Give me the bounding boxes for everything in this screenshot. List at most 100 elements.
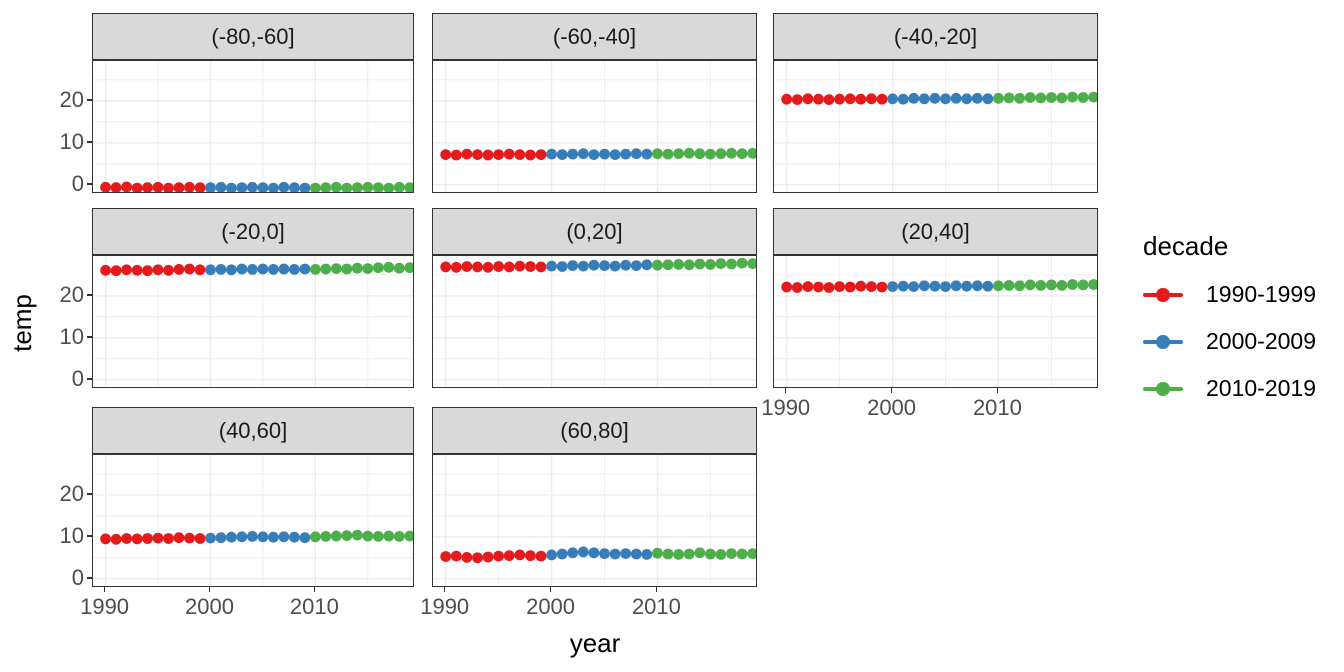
data-point — [514, 260, 526, 272]
data-point — [184, 263, 195, 275]
facet-strip: (60,80] — [432, 407, 757, 454]
data-point — [556, 149, 568, 160]
data-point — [247, 181, 258, 192]
x-tick-label: 1990 — [761, 395, 811, 420]
x-tick-mark — [890, 388, 893, 393]
data-point — [383, 530, 395, 542]
data-point — [876, 281, 888, 293]
facet-strip-label: (40,60] — [218, 417, 288, 443]
facet-strip: (-20,0] — [92, 208, 414, 255]
data-point — [215, 264, 227, 275]
data-point — [482, 149, 494, 161]
data-point — [855, 93, 867, 105]
data-point — [781, 93, 793, 105]
data-point — [362, 263, 374, 274]
data-point — [215, 181, 227, 192]
data-point — [268, 531, 279, 543]
data-point — [330, 181, 342, 192]
y-tick-mark — [87, 378, 92, 380]
y-tick-label: 0 — [71, 365, 84, 391]
data-point — [918, 280, 930, 292]
data-point — [163, 264, 174, 276]
data-point — [1024, 279, 1036, 291]
data-point — [100, 181, 111, 192]
facet-panel — [92, 454, 414, 587]
data-point — [726, 147, 737, 159]
data-point — [556, 261, 568, 272]
facet-panel — [773, 60, 1098, 193]
facet-strip: (-80,-60] — [92, 13, 414, 60]
data-point — [310, 264, 321, 275]
data-point — [205, 264, 216, 276]
data-point — [173, 182, 185, 192]
data-point — [330, 263, 342, 274]
data-point — [1046, 92, 1057, 103]
data-point — [1088, 279, 1097, 290]
data-point — [1077, 279, 1089, 291]
data-point — [1067, 279, 1078, 290]
legend-key-line-dot-icon — [1143, 282, 1183, 308]
data-point — [278, 531, 290, 543]
data-point — [823, 94, 835, 105]
data-point — [173, 264, 185, 275]
data-point — [567, 547, 579, 559]
y-tick-mark — [87, 99, 92, 101]
data-point — [393, 531, 405, 542]
data-point — [257, 263, 269, 275]
x-tick-mark — [996, 388, 999, 393]
data-point — [599, 260, 610, 271]
legend: decade 1990-1999 2000-2009 2010-2019 — [1143, 232, 1343, 412]
data-point — [110, 182, 122, 192]
data-point — [121, 264, 132, 276]
facet-strip-label: (-60,-40] — [552, 23, 637, 49]
data-point — [950, 92, 962, 104]
data-point — [694, 258, 706, 270]
data-point — [110, 265, 122, 277]
y-tick-mark — [87, 141, 92, 143]
data-point — [163, 182, 174, 192]
data-point — [662, 148, 674, 160]
data-point — [950, 280, 962, 292]
data-point — [844, 93, 856, 105]
data-point — [226, 264, 237, 276]
data-point — [268, 182, 279, 192]
data-point — [940, 93, 951, 105]
data-point — [577, 546, 589, 558]
facet-panel — [432, 454, 757, 587]
data-point — [461, 148, 473, 160]
data-point — [1014, 280, 1025, 292]
data-point — [372, 182, 384, 192]
data-point — [897, 93, 909, 105]
data-point — [450, 149, 462, 161]
data-point — [310, 182, 321, 192]
data-point — [876, 93, 888, 105]
data-point — [630, 148, 642, 160]
data-point — [493, 261, 504, 272]
y-tick-mark — [87, 294, 92, 296]
data-point — [525, 149, 536, 161]
x-tick-label: 2010 — [631, 594, 681, 619]
x-tick-label: 1990 — [80, 594, 130, 619]
facet-strip-label: (60,80] — [560, 417, 629, 443]
data-point — [1014, 92, 1025, 104]
x-tick-mark — [549, 587, 552, 592]
data-point — [205, 532, 216, 544]
data-point — [163, 533, 174, 544]
data-point — [715, 148, 727, 160]
legend-entry-label: 2000-2009 — [1206, 328, 1316, 354]
data-point — [982, 93, 994, 105]
data-point — [289, 264, 300, 275]
data-point — [844, 281, 856, 293]
data-point — [310, 531, 321, 543]
data-point — [100, 533, 111, 545]
x-tick-mark — [443, 587, 446, 592]
data-point — [1056, 280, 1068, 291]
data-point — [662, 548, 674, 560]
data-point — [929, 92, 941, 104]
data-point — [961, 280, 973, 292]
data-point — [641, 549, 653, 560]
data-point — [503, 261, 515, 273]
data-point — [866, 93, 877, 105]
legend-entry-1990-1999: 1990-1999 — [1143, 271, 1343, 318]
data-point — [736, 548, 748, 560]
